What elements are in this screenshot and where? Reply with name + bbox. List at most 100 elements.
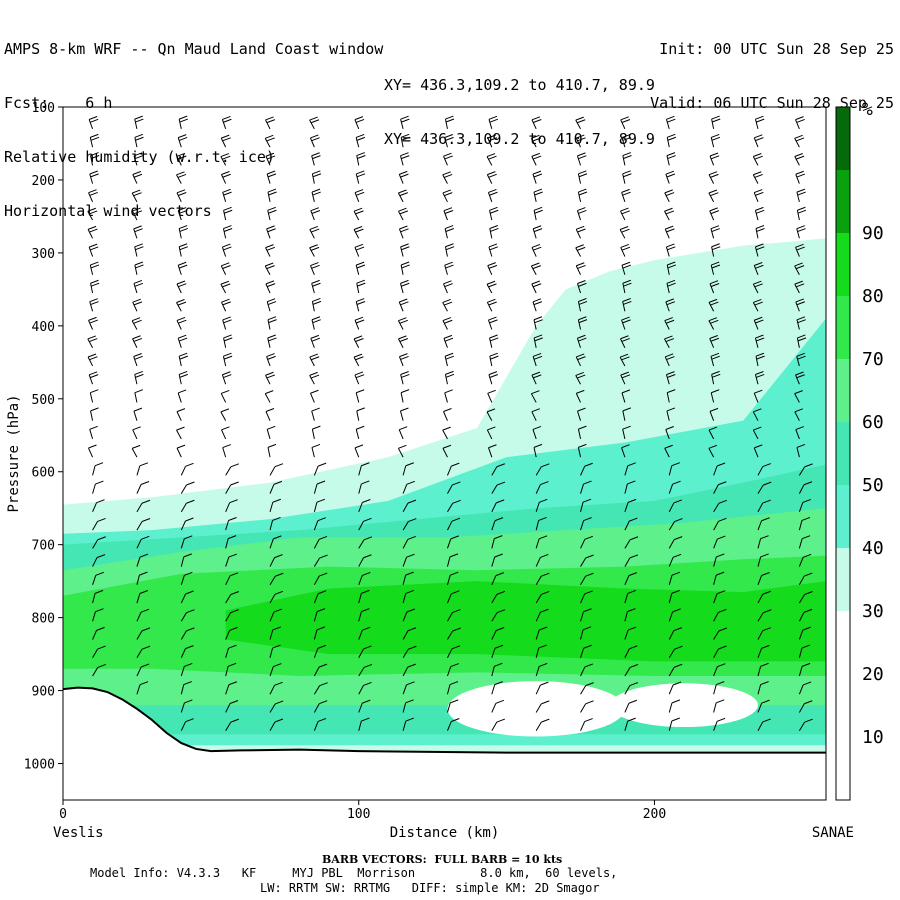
wind-barb <box>708 298 719 312</box>
wind-barb <box>402 717 414 731</box>
barb-flag <box>488 283 497 288</box>
barb-flag <box>401 118 410 123</box>
wind-barb <box>666 389 676 403</box>
wind-barb <box>92 517 106 531</box>
barb-staff <box>225 484 232 494</box>
barb-flag <box>356 264 366 269</box>
barb-flag <box>135 264 144 269</box>
wind-barb <box>666 152 676 166</box>
wind-barb <box>443 152 453 166</box>
wind-barb <box>223 334 233 348</box>
barb-staff <box>220 137 227 148</box>
barb-flag <box>268 191 277 196</box>
barb-staff <box>358 575 363 585</box>
barb-staff <box>311 155 315 166</box>
barb-flag <box>443 408 452 412</box>
barb-staff <box>621 319 626 330</box>
wind-barb <box>486 153 497 166</box>
barb-flag <box>401 282 410 287</box>
barb-flag <box>712 246 721 251</box>
barb-flag <box>444 389 453 394</box>
wind-barb <box>225 553 238 567</box>
wind-barb <box>624 663 639 677</box>
barb-staff <box>533 210 537 221</box>
barb-staff <box>447 648 453 658</box>
barb-flag <box>621 389 631 394</box>
barb-flag <box>803 608 813 613</box>
barb-flag <box>268 209 277 214</box>
wind-barb <box>798 481 813 494</box>
barb-flag <box>532 425 542 430</box>
barb-flag <box>673 663 683 668</box>
barb-flag <box>488 316 497 321</box>
wind-barb <box>313 554 328 567</box>
barb-flag <box>716 590 726 595</box>
barb-flag <box>718 608 727 613</box>
wind-barb <box>177 334 188 348</box>
barb-flag <box>356 170 365 175</box>
barb-staff <box>575 119 581 130</box>
barb-flag <box>795 298 804 303</box>
wind-barb <box>531 371 542 385</box>
barb-staff <box>131 320 138 330</box>
barb-staff <box>92 557 98 567</box>
wind-barb <box>176 444 186 458</box>
barb-staff <box>713 521 719 531</box>
barb-flag <box>532 298 542 303</box>
barb-staff <box>269 576 276 586</box>
wind-barb <box>267 316 277 330</box>
barb-staff <box>621 392 626 403</box>
barb-flag <box>355 319 365 324</box>
barb-flag <box>405 717 414 722</box>
barb-staff <box>620 210 626 221</box>
barb-flag <box>673 536 683 541</box>
wind-barb <box>447 627 461 640</box>
barb-staff <box>266 301 271 312</box>
wind-barb <box>442 189 453 203</box>
wind-barb <box>709 207 720 221</box>
barb-flag <box>398 444 407 449</box>
barb-staff <box>89 173 94 184</box>
barb-staff <box>89 264 94 275</box>
barb-flag <box>443 207 453 212</box>
barb-flag <box>444 155 453 160</box>
wind-barb <box>92 571 104 585</box>
barb-flag <box>489 319 498 324</box>
barb-flag <box>229 499 238 504</box>
barb-flag <box>795 243 804 248</box>
barb-staff <box>577 429 582 440</box>
barb-staff <box>754 374 759 385</box>
wind-barb <box>442 444 452 458</box>
wind-barb <box>668 627 682 640</box>
wind-barb <box>621 134 632 148</box>
barb-flag <box>139 553 149 558</box>
wind-barb <box>486 408 496 421</box>
wind-barb <box>136 499 151 513</box>
wind-barb <box>134 389 144 403</box>
wind-barb <box>580 663 594 677</box>
barb-staff <box>713 556 717 567</box>
wind-barb <box>757 627 771 640</box>
barb-flag <box>443 152 452 157</box>
wind-barb <box>358 645 372 658</box>
wind-barb <box>269 516 281 531</box>
barb-staff <box>220 393 227 403</box>
wind-barb <box>133 407 143 421</box>
rh-dry-pocket-1 <box>610 683 758 728</box>
barb-staff <box>313 557 321 567</box>
barb-staff <box>134 374 138 385</box>
barb-flag <box>223 355 233 360</box>
wind-barb <box>580 517 592 531</box>
barb-staff <box>225 520 230 531</box>
wind-barb <box>624 462 636 476</box>
wind-barb <box>309 353 320 367</box>
wind-barb <box>535 535 548 549</box>
wind-barb <box>532 352 543 367</box>
barb-flag <box>355 210 364 215</box>
wind-barb <box>533 443 543 458</box>
barb-flag <box>356 425 365 430</box>
colorbar-band <box>836 737 850 800</box>
barb-staff <box>754 210 759 221</box>
barb-staff <box>624 502 629 513</box>
